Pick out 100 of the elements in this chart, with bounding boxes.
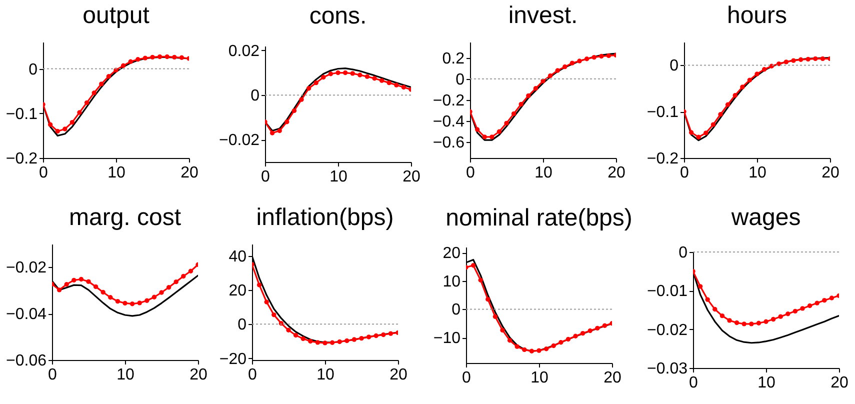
point — [306, 86, 312, 91]
point — [144, 298, 150, 303]
point — [77, 110, 82, 115]
point — [500, 328, 505, 333]
point — [166, 285, 172, 290]
point — [474, 127, 480, 132]
x-tick-label: 20 — [608, 164, 626, 182]
point — [522, 347, 527, 352]
point — [342, 70, 348, 76]
point — [108, 295, 113, 300]
point — [128, 59, 133, 64]
point — [529, 348, 534, 354]
point — [62, 126, 68, 132]
point — [394, 82, 399, 88]
point — [813, 56, 818, 62]
point — [770, 316, 776, 322]
chart-title: inflation(bps) — [256, 204, 394, 231]
point — [300, 336, 306, 342]
point — [337, 339, 342, 344]
x-tick-label: 20 — [822, 164, 840, 182]
point — [159, 290, 164, 295]
point — [806, 56, 810, 62]
y-tick-label: −0.6 — [432, 134, 465, 152]
point — [277, 128, 282, 134]
y-tick-label: 20 — [442, 245, 461, 262]
point — [740, 84, 745, 90]
point — [99, 82, 104, 86]
y-tick-label: 20 — [228, 282, 247, 300]
y-tick-label: 0 — [250, 88, 260, 105]
point — [70, 120, 75, 125]
x-tick-label: 0 — [261, 168, 270, 186]
point — [270, 130, 275, 136]
point — [92, 90, 96, 96]
point — [533, 86, 538, 91]
point — [299, 97, 304, 102]
y-tick-label: −0.01 — [647, 283, 688, 300]
point — [64, 282, 69, 287]
point — [142, 56, 148, 60]
y-tick-label: −0.02 — [219, 132, 260, 150]
point — [504, 120, 509, 126]
point — [584, 56, 590, 62]
y-tick-label: 0 — [238, 316, 247, 334]
point — [174, 279, 178, 284]
point — [798, 57, 804, 62]
point — [286, 328, 291, 332]
point — [718, 112, 723, 117]
point — [792, 308, 798, 314]
x-tick-label: 10 — [316, 366, 334, 384]
point — [122, 300, 128, 306]
point — [588, 328, 592, 334]
point — [786, 312, 790, 316]
point — [136, 57, 140, 62]
point — [829, 296, 834, 300]
point — [93, 284, 98, 290]
x-tick-label: 10 — [758, 374, 776, 392]
chart-title: nominal rate(bps) — [446, 204, 632, 232]
point — [800, 306, 805, 311]
point — [48, 122, 53, 127]
point — [688, 130, 694, 135]
x-tick-label: 20 — [402, 168, 420, 186]
point — [778, 314, 783, 319]
y-tick-label: −0.02 — [647, 322, 688, 339]
point — [807, 303, 812, 308]
point — [602, 323, 608, 328]
point — [573, 334, 578, 338]
point — [749, 322, 754, 326]
point — [379, 78, 384, 83]
point — [712, 306, 718, 312]
point — [536, 348, 542, 353]
point — [401, 84, 406, 90]
point — [181, 274, 186, 279]
point — [386, 80, 392, 86]
point — [55, 128, 60, 134]
point — [570, 60, 575, 66]
chart-title: cons. — [309, 2, 367, 30]
y-tick-label: −0.03 — [647, 360, 688, 378]
point — [705, 297, 710, 302]
point — [381, 332, 386, 338]
point — [150, 54, 155, 60]
point — [791, 58, 796, 63]
x-tick-label: 10 — [330, 168, 348, 186]
x-tick-label: 20 — [830, 374, 848, 392]
chart-title: hours — [726, 2, 788, 29]
point — [84, 100, 90, 106]
point — [698, 284, 703, 289]
point — [172, 54, 177, 60]
point — [720, 313, 725, 318]
point — [577, 58, 582, 64]
point — [764, 319, 768, 324]
chart-title: marg. cost — [68, 204, 182, 231]
point — [727, 318, 732, 323]
point — [130, 302, 135, 306]
point — [544, 346, 549, 352]
point — [264, 300, 269, 304]
point — [78, 276, 84, 282]
point — [293, 332, 298, 338]
point — [364, 74, 370, 79]
point — [595, 326, 600, 331]
point — [756, 320, 762, 326]
point — [580, 330, 586, 336]
